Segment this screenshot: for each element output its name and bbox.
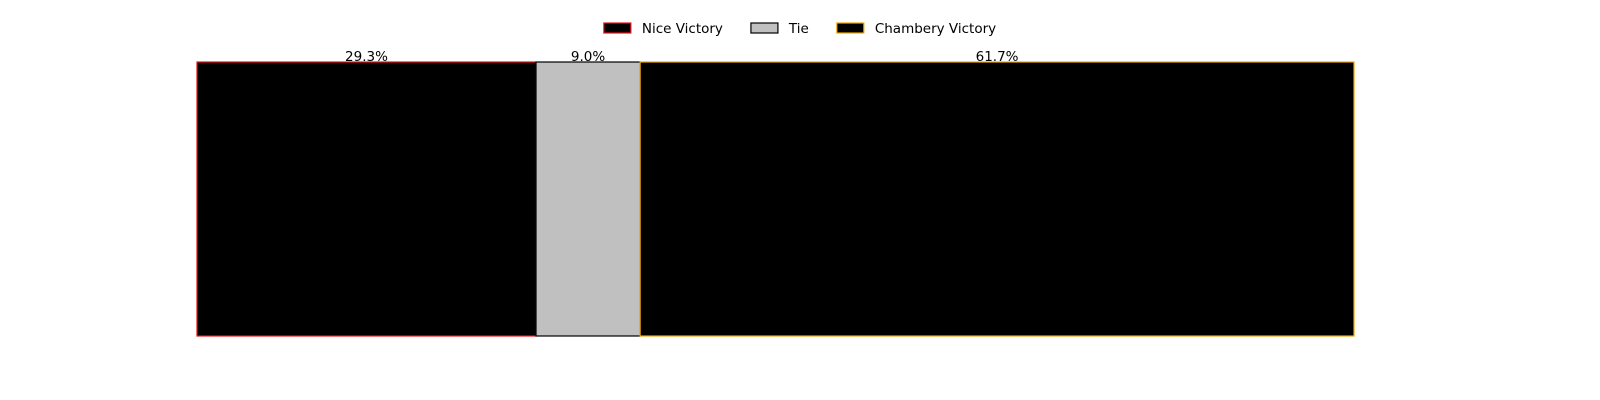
bar-tie <box>535 61 641 337</box>
legend: Nice Victory Tie Chambery Victory <box>603 21 996 37</box>
legend-swatch-tie <box>750 22 779 34</box>
legend-swatch-chambery-victory <box>836 22 865 34</box>
legend-label-nice-victory: Nice Victory <box>642 21 723 37</box>
bar-group <box>196 61 1355 337</box>
data-label-group: 29.3% 9.0% 61.7% <box>345 49 1019 65</box>
legend-label-tie: Tie <box>788 21 809 37</box>
bar-chambery-victory <box>639 61 1355 337</box>
legend-item-chambery-victory: Chambery Victory <box>836 21 996 37</box>
data-label-chambery-victory: 61.7% <box>976 49 1019 65</box>
bar-nice-victory <box>196 61 537 337</box>
legend-item-tie: Tie <box>750 21 809 37</box>
legend-item-nice-victory: Nice Victory <box>603 21 723 37</box>
data-label-nice-victory: 29.3% <box>345 49 388 65</box>
data-label-tie: 9.0% <box>571 49 605 65</box>
legend-swatch-nice-victory <box>603 22 632 34</box>
legend-label-chambery-victory: Chambery Victory <box>875 21 996 37</box>
